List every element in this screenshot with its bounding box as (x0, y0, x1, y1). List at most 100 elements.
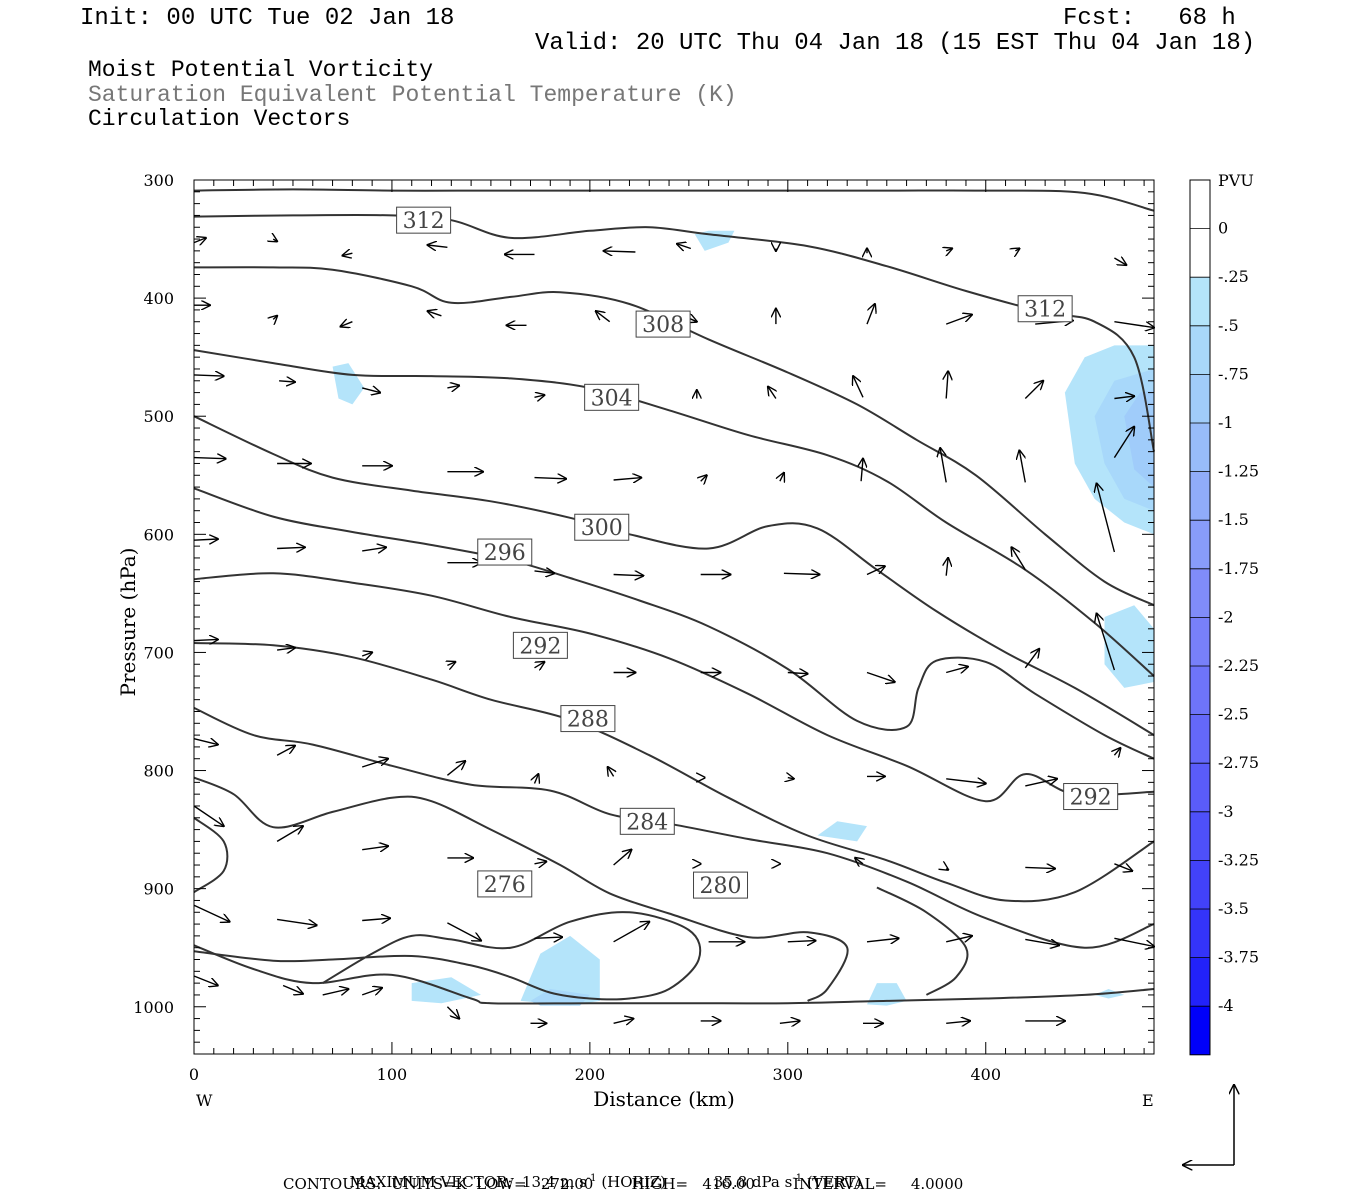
circulation-vector-15 (428, 311, 442, 316)
circulation-vector-34 (1024, 381, 1043, 399)
contour-label-text: 280 (700, 874, 742, 899)
valid-time: Valid: 20 UTC Thu 04 Jan 18 (15 EST Thu … (535, 30, 1256, 57)
colorbar-label-1: -.25 (1218, 267, 1249, 286)
contour-label-box (693, 871, 749, 899)
circulation-vector-93 (946, 869, 948, 870)
circulation-vector-74 (361, 759, 388, 768)
circulation-vector-11 (1114, 258, 1126, 265)
circulation-vector-52 (534, 571, 555, 573)
circulation-vector-86 (362, 846, 388, 850)
circulation-vector-89 (613, 850, 632, 866)
circulation-vector-6 (677, 244, 692, 249)
circulation-vector-24 (193, 375, 224, 376)
colorbar-swatch-12 (1190, 763, 1210, 812)
contour-label-284-7: 284 (619, 807, 675, 835)
colorbar-swatch-17 (1190, 1006, 1210, 1055)
theta-contour-296-5 (193, 487, 1155, 760)
colorbar-swatch-13 (1190, 811, 1210, 861)
circulation-vector-99 (447, 922, 481, 941)
y-tick-label-600: 600 (143, 525, 174, 544)
circulation-vector-68 (866, 671, 895, 683)
circulation-vector-25 (279, 381, 295, 382)
circulation-vector-64 (534, 662, 545, 668)
colorbar-swatch-11 (1190, 714, 1210, 764)
theta-contour-292-6 (193, 572, 1155, 803)
contour-label-text: 308 (642, 313, 684, 338)
colorbar-label-9: -2.25 (1218, 656, 1259, 675)
x-tick-label-0: 0 (189, 1065, 199, 1084)
vert-max-value: 35.8 dPa s (713, 1173, 793, 1191)
circulation-vector-83 (1114, 748, 1120, 755)
circulation-vector-layer (193, 238, 1154, 1024)
axes-layer: 300 400 500 600 700 800 900 1000 0 100 200 300 400 W E… (116, 171, 1155, 1111)
pv-shade-region-4 (1124, 390, 1154, 488)
colorbar-label-5: -1.25 (1218, 462, 1259, 481)
circulation-vector-26 (362, 388, 380, 393)
circulation-vector-101 (613, 922, 650, 943)
theta-contour-316-0 (193, 188, 1155, 212)
field-label-theta: Saturation Equivalent Potential Temperat… (88, 82, 737, 108)
pv-shade-region-10 (867, 983, 907, 1006)
circulation-vector-70 (1024, 649, 1039, 669)
y-axis-title: Pressure (hPa) (116, 548, 140, 697)
circulation-vector-9 (946, 249, 952, 251)
contour-label-312-10: 312 (1017, 295, 1073, 323)
circulation-vector-106 (1025, 938, 1059, 945)
circulation-vector-58 (1012, 547, 1026, 571)
x-end-label-east: E (1142, 1091, 1154, 1110)
theta-contour-276-11 (193, 816, 229, 894)
circulation-vector-110 (322, 989, 349, 995)
contour-label-box (512, 631, 568, 659)
colorbar-swatch-5 (1190, 423, 1210, 472)
circulation-vector-42 (701, 475, 707, 481)
max-vector-label: MAXIMUM VECTOR: (349, 1173, 513, 1191)
colorbar-swatch-10 (1190, 666, 1210, 715)
x-tick-label-400: 400 (970, 1065, 1001, 1084)
vector-key-arrows (1183, 1085, 1234, 1165)
field-label-pv: Moist Potential Vorticity (88, 57, 434, 83)
contour-label-box (477, 538, 533, 566)
y-tick-label-500: 500 (143, 407, 174, 426)
contour-label-box (584, 383, 640, 411)
circulation-vector-103 (787, 941, 816, 942)
colorbar-swatch-3 (1190, 325, 1210, 375)
contour-label-box (574, 513, 630, 541)
circulation-vector-118 (946, 1021, 970, 1023)
theta-contour-288-7 (193, 642, 1155, 903)
colorbar-swatch-4 (1190, 374, 1210, 423)
theta-contour-272-13 (193, 944, 1155, 1005)
circulation-vector-20 (866, 304, 875, 325)
circulation-vector-107 (1114, 937, 1154, 946)
contour-label-box (619, 807, 675, 835)
colorbar-swatch-16 (1190, 957, 1210, 1007)
circulation-vector-46 (1019, 451, 1026, 483)
circulation-vector-114 (613, 1019, 634, 1024)
colorbar-swatch-14 (1190, 860, 1210, 909)
circulation-vector-112 (446, 1006, 459, 1019)
circulation-vector-0 (193, 238, 206, 243)
circulation-vector-100 (534, 937, 563, 938)
circulation-vector-77 (608, 767, 614, 776)
y-tick-label-400: 400 (143, 289, 174, 308)
circulation-vector-23 (1114, 321, 1154, 328)
circulation-vector-104 (866, 938, 899, 942)
circulation-vector-43 (780, 473, 784, 481)
colorbar-label-3: -.75 (1218, 364, 1249, 383)
circulation-vector-84 (193, 805, 224, 826)
contour-label-text: 292 (1070, 786, 1112, 811)
circulation-vector-55 (783, 573, 820, 574)
colorbar: PVU 0 -.25 -.5 -.75 -1 -1.25 -1.5 -1.75 -2 -2.25 -2… (1189, 171, 1259, 1056)
contour-label-280-9: 280 (693, 871, 749, 899)
contour-label-box (477, 870, 533, 898)
contour-label-layer: 312 308 304 300 296 292 288 284 276 280 312 292 (396, 206, 1119, 899)
circulation-vector-45 (940, 448, 947, 483)
colorbar-unit: PVU (1218, 171, 1254, 190)
y-tick-label-300: 300 (143, 171, 174, 190)
circulation-vector-40 (534, 478, 567, 479)
contour-label-text: 292 (519, 634, 561, 659)
circulation-vector-82 (1025, 779, 1057, 787)
circulation-vector-72 (193, 739, 218, 745)
circulation-vector-61 (277, 648, 295, 650)
theta-contour-300-4 (193, 415, 1155, 736)
